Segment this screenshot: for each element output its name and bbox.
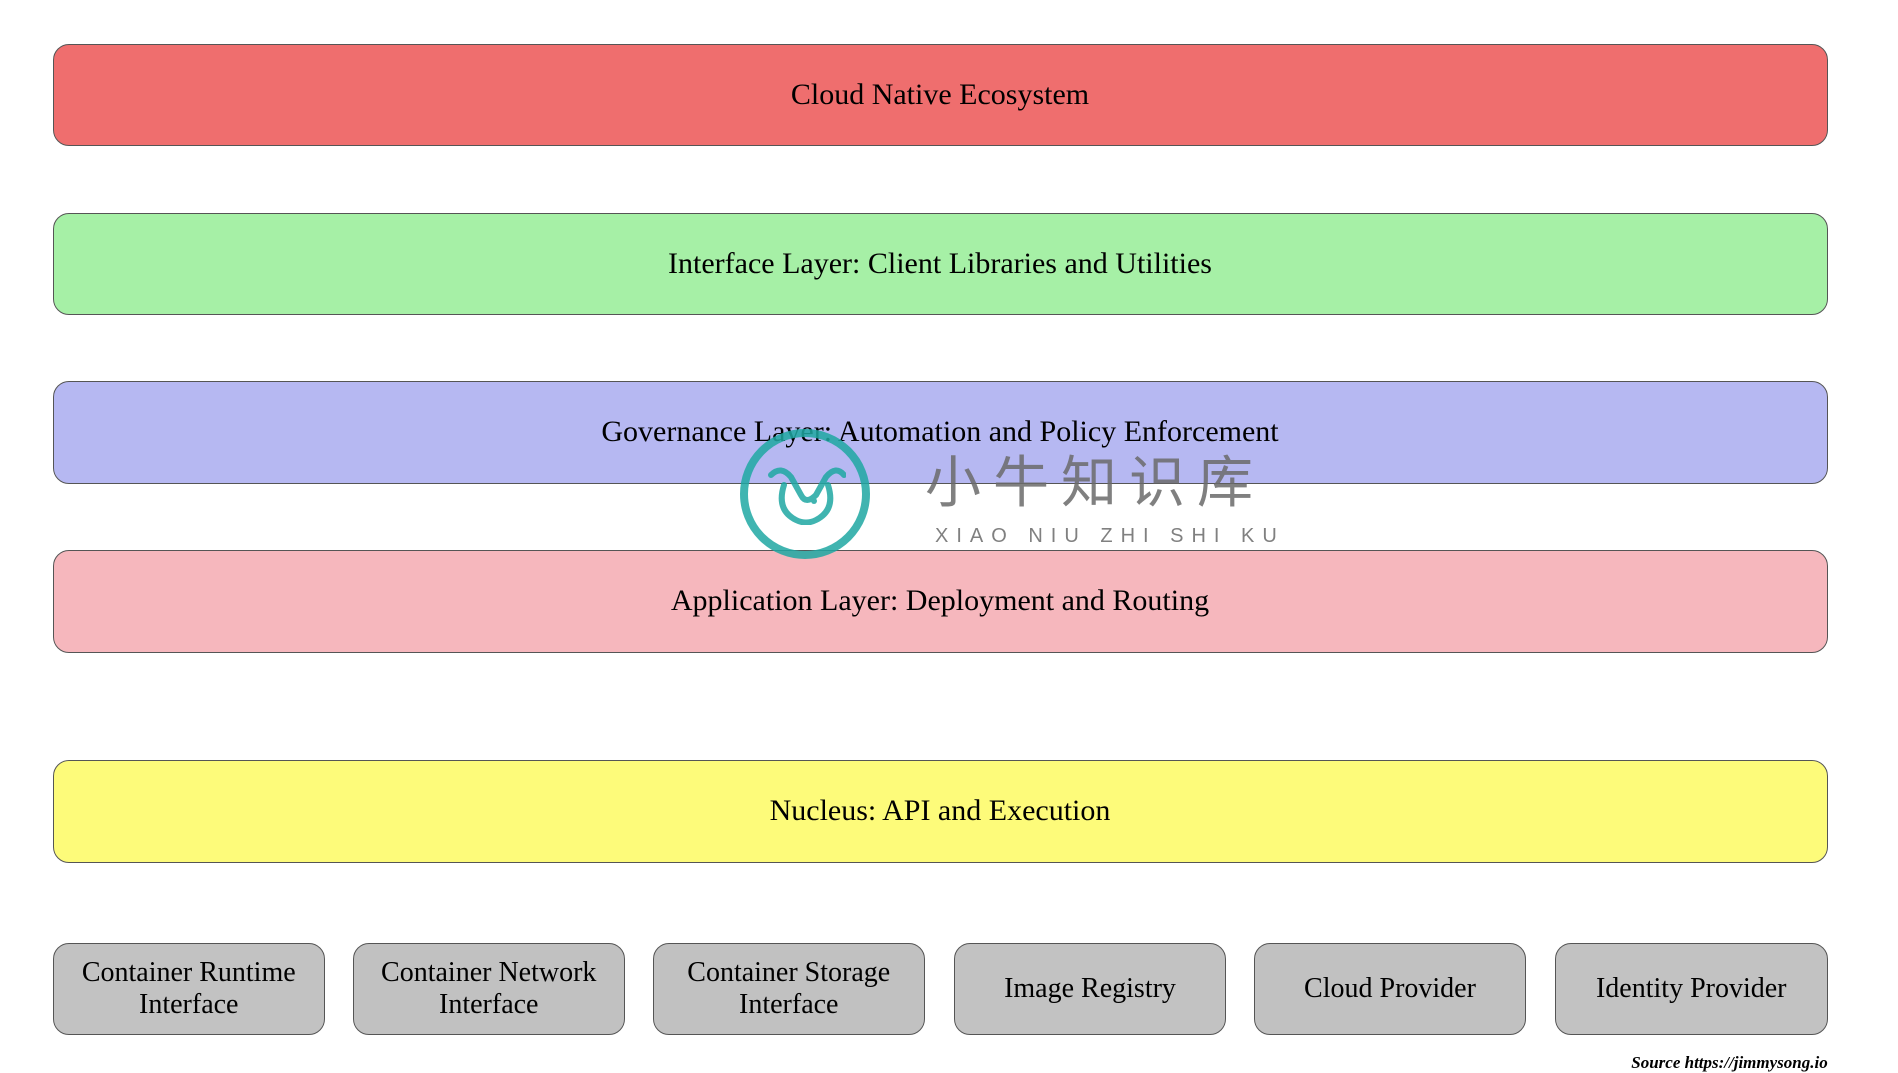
diagram-canvas: Cloud Native Ecosystem Interface Layer: … <box>0 0 1898 1008</box>
layer-label: Interface Layer: Client Libraries and Ut… <box>668 247 1212 282</box>
layer-label: Application Layer: Deployment and Routin… <box>671 584 1209 619</box>
source-note: Source https://jimmysong.io <box>1631 1053 1827 1073</box>
box-cloud-provider: Cloud Provider <box>1254 943 1527 1036</box>
box-image-registry: Image Registry <box>954 943 1227 1036</box>
watermark-sub-text: XIAO NIU ZHI SHI KU <box>935 525 1285 548</box>
layer-nucleus: Nucleus: API and Execution <box>53 760 1828 863</box>
box-label: Image Registry <box>1004 973 1176 1005</box>
layer-label: Nucleus: API and Execution <box>770 794 1111 829</box>
box-container-runtime-interface: Container Runtime Interface <box>53 943 326 1036</box>
layer-ecosystem: Cloud Native Ecosystem <box>53 44 1828 147</box>
layer-label: Cloud Native Ecosystem <box>791 78 1089 113</box>
layer-interface: Interface Layer: Client Libraries and Ut… <box>53 213 1828 316</box>
box-label: Cloud Provider <box>1304 973 1476 1005</box>
box-identity-provider: Identity Provider <box>1555 943 1828 1036</box>
layer-label: Governance Layer: Automation and Policy … <box>601 415 1278 450</box>
box-label: Container Network Interface <box>362 957 617 1021</box>
box-label: Container Storage Interface <box>662 957 917 1021</box>
box-label: Identity Provider <box>1596 973 1787 1005</box>
layer-governance: Governance Layer: Automation and Policy … <box>53 381 1828 484</box>
box-label: Container Runtime Interface <box>62 957 317 1021</box>
box-container-network-interface: Container Network Interface <box>353 943 626 1036</box>
box-container-storage-interface: Container Storage Interface <box>653 943 926 1036</box>
layer-application: Application Layer: Deployment and Routin… <box>53 550 1828 653</box>
